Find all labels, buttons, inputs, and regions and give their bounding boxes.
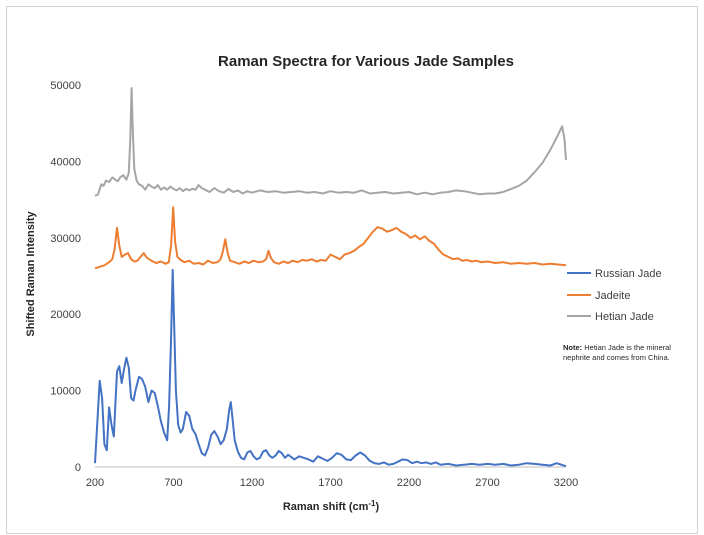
chart-title: Raman Spectra for Various Jade Samples — [218, 53, 514, 70]
y-tick-label: 0 — [75, 462, 81, 474]
note-text: Hetian Jade is the mineral nephrite and … — [563, 343, 671, 362]
legend-item-russian-jade: Russian Jade — [567, 268, 662, 280]
series-line-russian-jade — [94, 268, 567, 468]
y-axis-label: Shifted Raman Intensity — [25, 210, 37, 336]
x-tick-label: 1200 — [240, 477, 264, 489]
x-tick-label: 2200 — [397, 477, 421, 489]
x-tick-label: 200 — [86, 477, 104, 489]
chart-frame — [6, 6, 698, 534]
x-axis-label-main: Raman shift (cm — [283, 501, 369, 513]
y-tick-label: 10000 — [50, 386, 81, 398]
x-tick-label: 2700 — [475, 477, 499, 489]
y-axis-ticks: 0 10000 20000 30000 40000 50000 — [50, 80, 81, 474]
y-tick-label: 20000 — [50, 309, 81, 321]
x-tick-label: 1700 — [318, 477, 342, 489]
chart-note: Note: Hetian Jade is the mineral nephrit… — [563, 343, 675, 363]
y-tick-label: 50000 — [50, 80, 81, 92]
note-label: Note: — [563, 343, 583, 352]
legend-item-hetian-jade: Hetian Jade — [567, 311, 654, 323]
legend-label-jadeite: Jadeite — [595, 290, 630, 302]
y-tick-label: 40000 — [50, 156, 81, 168]
series-group — [94, 87, 567, 468]
legend: Russian Jade Jadeite Hetian Jade — [567, 268, 662, 323]
x-axis-label: Raman shift (cm-1) — [283, 499, 380, 513]
legend-label-russian-jade: Russian Jade — [595, 268, 662, 280]
x-tick-label: 700 — [164, 477, 182, 489]
x-axis-label-suffix: ) — [376, 501, 380, 513]
x-axis-ticks: 200 700 1200 1700 2200 2700 3200 — [86, 477, 578, 489]
series-line-jadeite — [94, 206, 567, 270]
x-axis-label-sup: -1 — [368, 499, 376, 508]
x-tick-label: 3200 — [554, 477, 578, 489]
y-tick-label: 30000 — [50, 233, 81, 245]
series-line-hetian-jade — [94, 87, 567, 197]
legend-item-jadeite: Jadeite — [567, 290, 630, 302]
legend-label-hetian-jade: Hetian Jade — [595, 311, 654, 323]
